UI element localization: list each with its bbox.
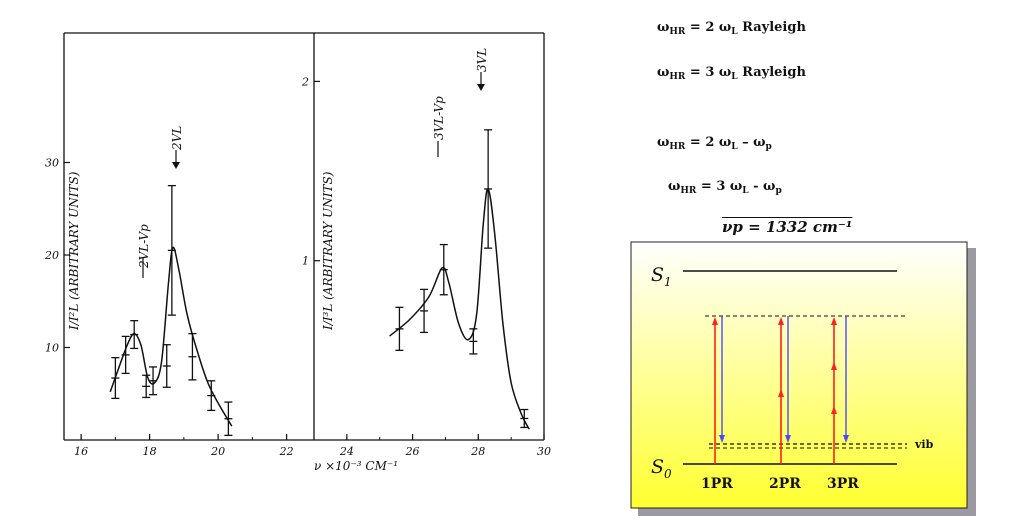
data-point <box>142 374 151 399</box>
data-point <box>224 401 233 437</box>
label-2pr: 2PR <box>769 476 801 492</box>
data-point <box>520 408 529 429</box>
energy-level-diagram: SS11 vib S0 1PR 2PR 3PR <box>630 241 976 516</box>
y-label-right: I/I³L (ARBITRARY UNITS) <box>321 171 335 331</box>
data-point <box>439 243 448 296</box>
vib-label: vib <box>914 438 934 451</box>
x-tick-label: 24 <box>339 445 354 458</box>
data-point <box>149 366 158 396</box>
fit-curve-left <box>109 246 233 427</box>
y-tick-label: 20 <box>44 249 59 262</box>
label-3pr: 3PR <box>827 476 859 492</box>
label-1pr: 1PR <box>701 476 733 492</box>
equation-3wl-rayleigh: ωHR = 3 ωL Rayleigh <box>657 65 806 82</box>
equation-2wl-rayleigh: ωHR = 2 ωL Rayleigh <box>657 20 806 37</box>
data-point <box>130 320 139 350</box>
pr1-emission-arrowhead <box>719 435 725 443</box>
y-tick-label: 2 <box>301 75 309 88</box>
x-tick-label: 28 <box>470 445 485 458</box>
data-point <box>420 288 429 334</box>
data-point <box>469 328 478 355</box>
pr3-excitation-arrowhead <box>831 317 837 325</box>
phonon-frequency: νp = 1332 cm⁻¹ <box>722 218 853 236</box>
spectrum-plot: 16 18 20 22 10 20 30 24 26 28 30 1 2 I/I²L (ARBITRAR… <box>44 32 551 473</box>
pr3-excitation-arrowhead-mid <box>831 362 837 370</box>
data-points <box>111 129 529 437</box>
annotation-3vl: 3VL <box>475 48 489 72</box>
pr1-excitation-arrowhead <box>712 317 718 325</box>
pr3-excitation-arrowhead-low <box>831 406 837 414</box>
data-point <box>111 357 120 400</box>
annotation-2vl-arrowhead <box>172 162 180 169</box>
x-tick-label: 16 <box>74 445 88 458</box>
y-tick-label: 10 <box>45 342 59 355</box>
annotation-3vl-vp: 3VL-Vp <box>432 96 446 140</box>
data-point <box>121 335 130 375</box>
x-tick-label: 30 <box>537 445 551 458</box>
tick-marks: 16 18 20 22 10 20 30 24 26 28 30 1 2 <box>44 75 551 458</box>
x-tick-label: 22 <box>279 445 294 458</box>
x-tick-label: 18 <box>143 445 157 458</box>
annotation-3vl-arrowhead <box>477 84 485 91</box>
data-point <box>162 344 171 388</box>
y-tick-label: 30 <box>45 157 59 170</box>
x-tick-label: 26 <box>405 445 420 458</box>
plot-axes <box>63 32 545 441</box>
pr2-excitation-arrowhead <box>778 317 784 325</box>
data-point <box>188 332 197 381</box>
fit-curve-right <box>389 188 530 430</box>
equation-2wl-minus-wp: ωHR = 2 ωL – ωp <box>657 135 772 152</box>
x-tick-label: 20 <box>210 445 225 458</box>
equation-3wl-minus-wp: ωHR = 3 ωL - ωp <box>668 179 782 196</box>
y-tick-label: 1 <box>302 255 309 268</box>
diagram-box <box>630 241 968 509</box>
data-point <box>207 380 216 412</box>
data-point <box>484 129 493 249</box>
x-axis-label: ν ×10⁻³ CM⁻¹ <box>314 459 398 473</box>
data-point <box>395 306 404 352</box>
pr2-excitation-arrowhead-mid <box>778 389 784 397</box>
annotation-2vl-vp: 2VL-Vp <box>137 224 151 269</box>
fit-curves <box>109 188 530 430</box>
y-label-left: I/I²L (ARBITRARY UNITS) <box>67 171 81 331</box>
data-point <box>167 184 176 316</box>
pr2-emission-arrowhead <box>785 435 791 443</box>
annotation-2vl: 2VL <box>170 126 184 151</box>
pr3-emission-arrowhead <box>843 435 849 443</box>
